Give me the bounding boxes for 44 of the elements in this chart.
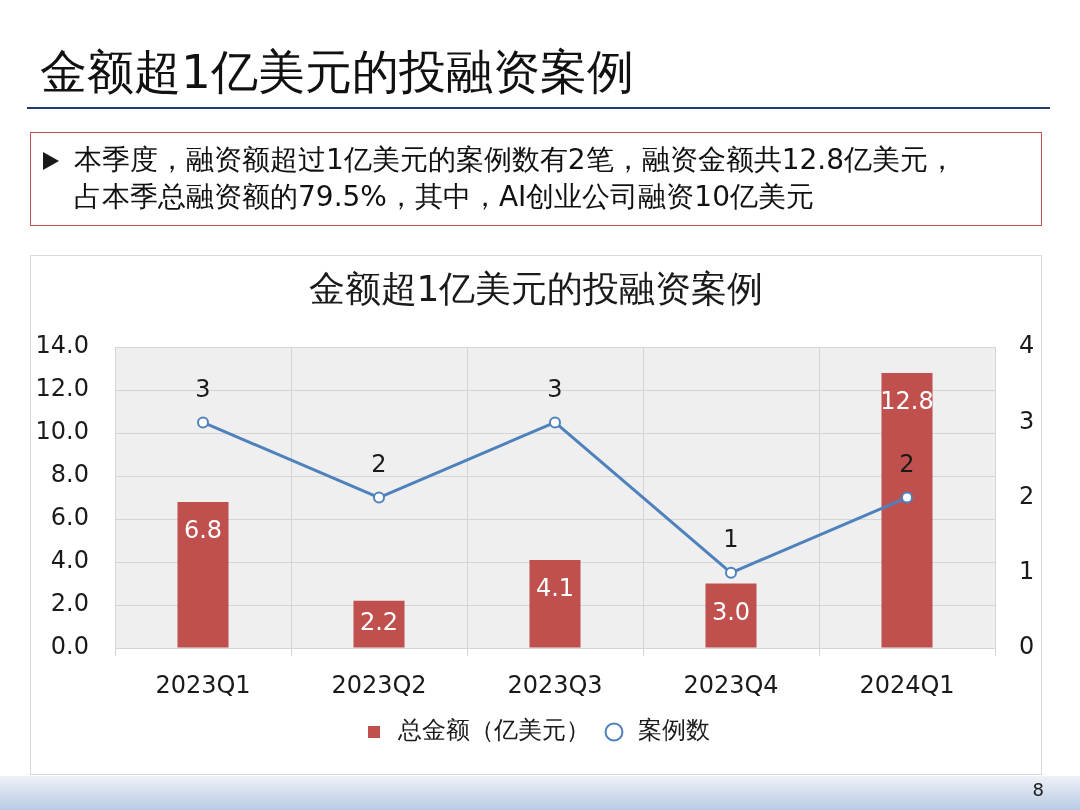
text: 8 xyxy=(1032,778,1044,802)
y-tick-label: 12.0 xyxy=(35,374,89,403)
x-tick-label: 2023Q3 xyxy=(507,670,603,699)
chart-title: 金额超1亿美元的投融资案例 xyxy=(308,267,764,309)
y2-tick-label: 2 xyxy=(1019,481,1035,510)
bar xyxy=(881,372,933,648)
y-tick-label: 10.0 xyxy=(35,417,89,446)
data-label: 12.8 xyxy=(880,387,934,416)
x-tick-label: 2023Q1 xyxy=(155,670,251,699)
bar xyxy=(353,600,405,648)
text: 本季度，融资额超过1亿美元的案例数有2笔，融资金额共12.8亿美元，占本季总融资额的79.5%，其中，AI创业公司融资10亿美元 xyxy=(74,142,957,215)
legend-label: 总金额（亿美元） xyxy=(397,716,590,745)
legend-label: 案例数 xyxy=(638,716,710,745)
data-label: 3.0 xyxy=(711,597,751,626)
data-label: 1 xyxy=(723,525,739,554)
data-label: 6.8 xyxy=(183,516,223,545)
y2-tick-label: 0 xyxy=(1019,632,1035,661)
y-tick-label: 4.0 xyxy=(50,546,89,575)
y2-tick-label: 1 xyxy=(1019,557,1035,586)
y-tick-label: 14.0 xyxy=(35,331,89,360)
point xyxy=(373,491,385,504)
x-tick-label: 2024Q1 xyxy=(859,670,955,699)
data-label: 2.2 xyxy=(359,608,399,637)
x-tick-label: 2023Q2 xyxy=(331,670,427,699)
point xyxy=(901,491,913,504)
bar xyxy=(177,501,229,648)
data-label: 3 xyxy=(195,374,211,403)
y-tick-label: 6.0 xyxy=(50,503,89,532)
y-tick-label: 8.0 xyxy=(50,460,89,489)
data-label: 2 xyxy=(899,449,915,478)
y-tick-label: 2.0 xyxy=(50,589,89,618)
data-label: 3 xyxy=(547,374,563,403)
data-label: 4.1 xyxy=(535,574,575,603)
y2-tick-label: 4 xyxy=(1019,331,1035,360)
point xyxy=(197,416,209,429)
point xyxy=(725,566,737,579)
data-label: 2 xyxy=(371,449,387,478)
y-tick-label: 0.0 xyxy=(50,632,89,661)
text: 金额超1亿美元的投融资案例 xyxy=(40,43,634,101)
bar xyxy=(529,559,581,648)
point xyxy=(549,416,561,429)
y2-tick-label: 3 xyxy=(1019,406,1035,435)
x-tick-label: 2023Q4 xyxy=(683,670,779,699)
bar xyxy=(705,583,757,648)
